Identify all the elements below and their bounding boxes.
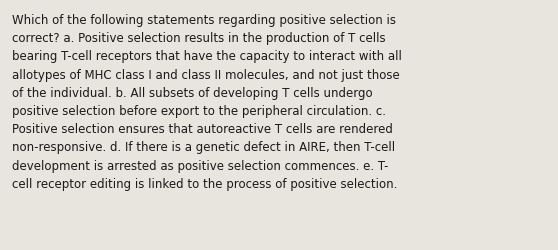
Text: Which of the following statements regarding positive selection is
correct? a. Po: Which of the following statements regard… [12, 14, 402, 190]
